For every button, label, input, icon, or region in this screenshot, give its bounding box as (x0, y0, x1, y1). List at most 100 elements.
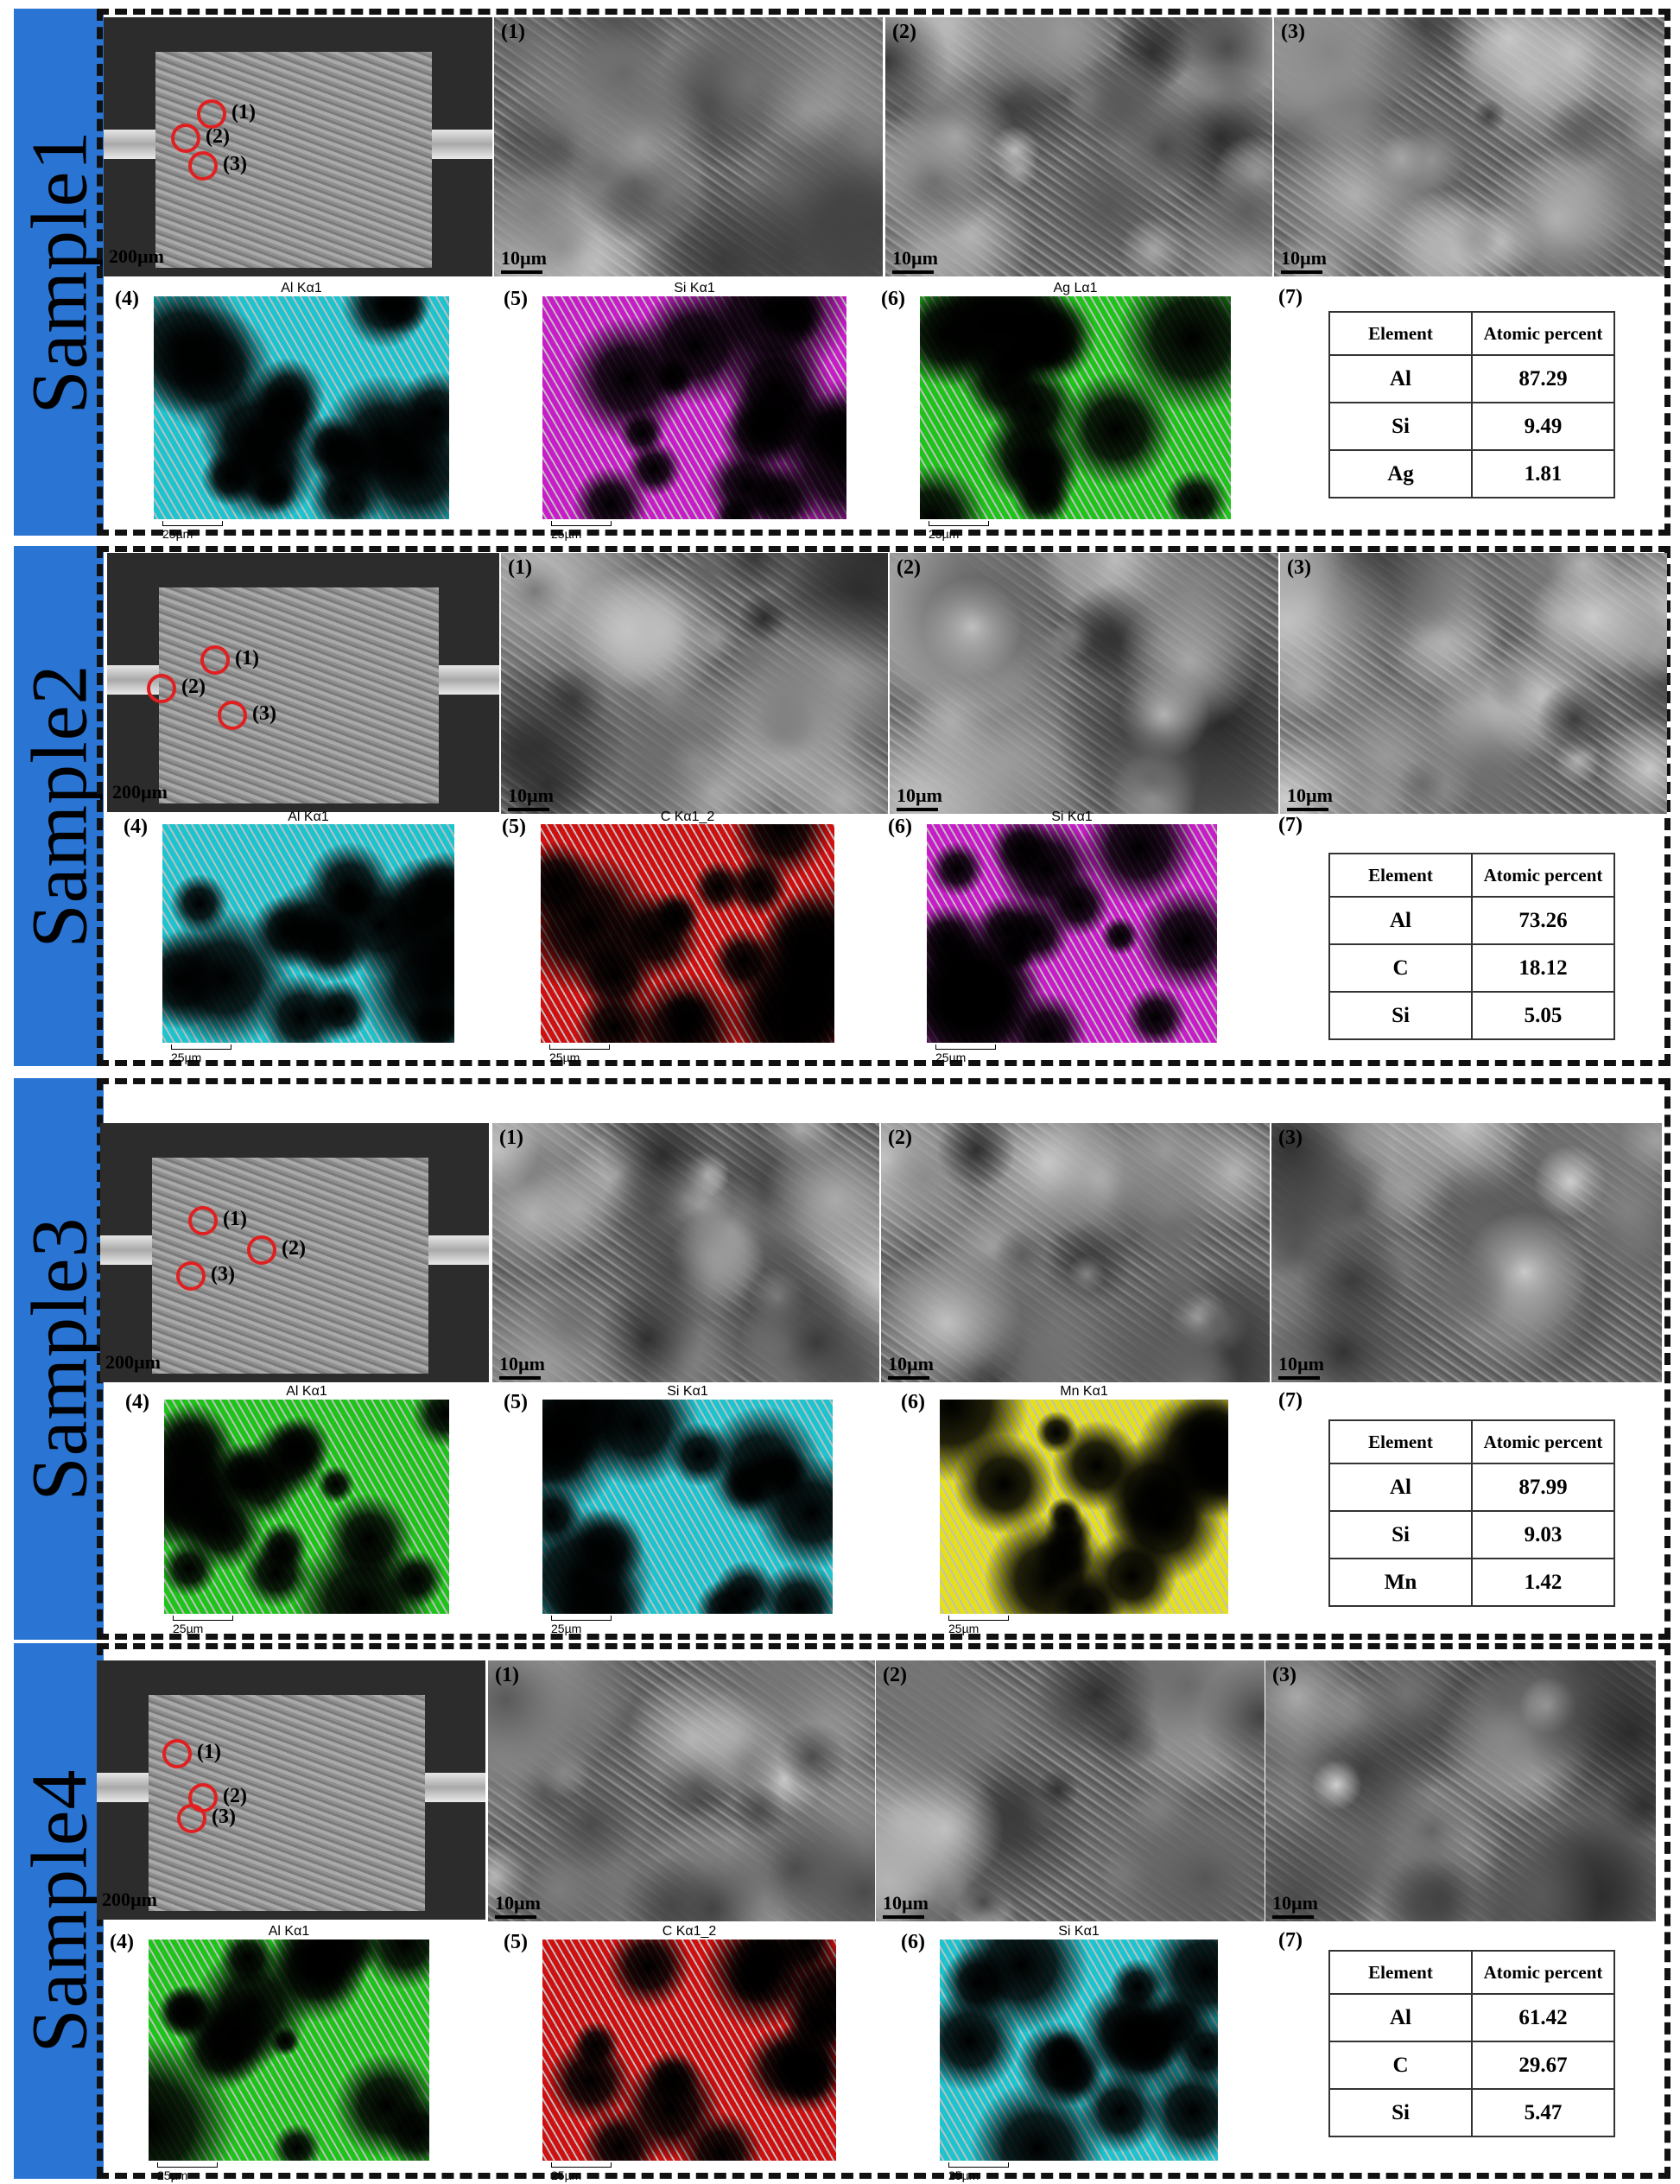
scale-text: 25µm (551, 1622, 582, 1635)
sample-side-bar: Sample4 (14, 1643, 104, 2179)
table-panel-number: (7) (1278, 286, 1303, 308)
scale-line (157, 2162, 218, 2168)
map-panel-number: (5) (502, 816, 526, 838)
atomic-percent-cell: 9.03 (1471, 1510, 1615, 1559)
overview-scale-bar: 200µm (109, 245, 164, 268)
element-cell: Ag (1328, 449, 1473, 498)
table-header-row: Element Atomic percent (1328, 311, 1615, 356)
eds-element-map (164, 1400, 449, 1614)
eds-map-title: Si Kα1 (667, 1384, 708, 1399)
location-marker-circle (188, 151, 218, 181)
scale-text: 25µm (948, 2168, 979, 2182)
scale-text: 200µm (102, 1889, 158, 1910)
eds-element-map (542, 1400, 833, 1614)
scale-text: 10µm (897, 784, 943, 806)
table-row: Al 87.99 (1328, 1463, 1615, 1512)
composition-table: Element Atomic percent Al 73.26 C 18.12 Si 5.05 (1328, 853, 1615, 1040)
eds-map-title: Al Kα1 (286, 1384, 327, 1399)
scale-line (551, 1616, 612, 1621)
overview-sem-image: (1) (2) (3) 200µm (100, 1123, 489, 1382)
scale-line (935, 1044, 996, 1050)
sample-panel-2: Sample2 (1) (2) (3) 200µm (1) 10µm (2) 10µm (3) 10… (0, 546, 1680, 1066)
eds-element-map (940, 1400, 1228, 1614)
eds-map-title: C Kα1_2 (662, 1924, 717, 1939)
eds-element-map (927, 824, 1217, 1043)
scale-text: 10µm (888, 1353, 935, 1375)
location-marker-label: (3) (212, 1806, 236, 1828)
atomic-percent-cell: 29.67 (1471, 2041, 1615, 2090)
detail-scale-bar: 10µm (501, 247, 547, 274)
scale-text: 10µm (1272, 1892, 1319, 1914)
scale-line (892, 270, 934, 274)
detail-scale-bar: 10µm (1287, 784, 1333, 811)
map-scale-bar: 25µm (173, 1616, 233, 1635)
eds-element-map (541, 824, 834, 1043)
dashed-frame (97, 1078, 1670, 1640)
map-scale-bar: 25µm (549, 1044, 610, 1064)
eds-element-map (149, 1940, 429, 2161)
table-row: Si 9.49 (1328, 402, 1615, 451)
overview-scale-bar: 200µm (102, 1889, 157, 1911)
map-panel-number: (4) (110, 1931, 134, 1953)
table-header-cell: Element (1328, 1419, 1473, 1464)
element-cell: Si (1328, 1510, 1473, 1559)
panel-number: (2) (897, 556, 921, 579)
dashed-frame (97, 546, 1670, 1066)
table-row: Si 5.05 (1328, 991, 1615, 1040)
map-scale-bar: 25µm (935, 1044, 996, 1064)
eds-map-title: Si Kα1 (1051, 809, 1093, 824)
element-cell: C (1328, 943, 1473, 993)
map-panel-number: (6) (888, 816, 912, 838)
element-cell: Al (1328, 1993, 1473, 2042)
location-marker-circle (218, 701, 247, 730)
location-marker-circle (171, 124, 200, 153)
panel-number: (1) (508, 556, 532, 579)
location-marker-label: (1) (197, 1741, 221, 1763)
table-header-cell: Atomic percent (1471, 1419, 1615, 1464)
table-panel-number: (7) (1278, 1929, 1303, 1952)
scale-text: 200µm (109, 245, 165, 267)
atomic-percent-cell: 5.47 (1471, 2088, 1615, 2137)
scale-text: 10µm (1281, 247, 1328, 269)
eds-element-map (542, 1940, 836, 2161)
fractograph-image-3: (3) 10µm (1280, 553, 1667, 814)
scale-text: 25µm (551, 2168, 582, 2182)
detail-scale-bar: 10µm (508, 784, 554, 811)
element-cell: Al (1328, 1463, 1473, 1512)
location-marker-circle (188, 1206, 218, 1235)
map-scale-bar: 25µm (551, 521, 612, 541)
location-marker-circle (177, 1804, 206, 1833)
composition-table: Element Atomic percent Al 61.42 C 29.67 Si 5.47 (1328, 1950, 1615, 2137)
scale-line (1272, 1915, 1314, 1919)
table-row: C 29.67 (1328, 2041, 1615, 2090)
sample-panel-4: Sample4 (1) (2) (3) 200µm (1) 10µm (2) 10µm (3) 10… (0, 1643, 1680, 2182)
scale-line (499, 1376, 541, 1380)
table-row: Al 73.26 (1328, 896, 1615, 945)
fractograph-image-2: (2) 10µm (876, 1660, 1265, 1921)
location-marker-circle (197, 99, 226, 129)
map-scale-bar: 25µm (551, 1616, 612, 1635)
location-marker-circle (162, 1739, 192, 1768)
atomic-percent-cell: 1.42 (1471, 1558, 1615, 1607)
panel-number: (2) (883, 1664, 907, 1686)
scale-line (948, 2162, 1009, 2168)
scale-text: 10µm (508, 784, 555, 806)
location-marker-label: (3) (252, 702, 276, 725)
map-panel-number: (6) (901, 1931, 925, 1953)
specimen-fracture-surface (159, 587, 439, 803)
eds-map-title: Ag Lα1 (1053, 281, 1098, 295)
eds-map-title: Al Kα1 (288, 809, 329, 824)
overview-scale-bar: 200µm (112, 781, 168, 803)
atomic-percent-cell: 87.29 (1471, 354, 1615, 403)
scale-line (551, 521, 612, 526)
table-header-row: Element Atomic percent (1328, 853, 1615, 898)
scale-text: 10µm (499, 1353, 546, 1375)
table-row: Si 5.47 (1328, 2088, 1615, 2137)
fractograph-image-2: (2) 10µm (890, 553, 1278, 814)
panel-number: (3) (1281, 21, 1305, 43)
scale-line (501, 270, 542, 274)
location-marker-label: (2) (223, 1785, 247, 1807)
fractograph-image-3: (3) 10µm (1265, 1660, 1656, 1921)
map-panel-number: (4) (124, 816, 148, 838)
sample-label: Sample2 (15, 663, 103, 949)
